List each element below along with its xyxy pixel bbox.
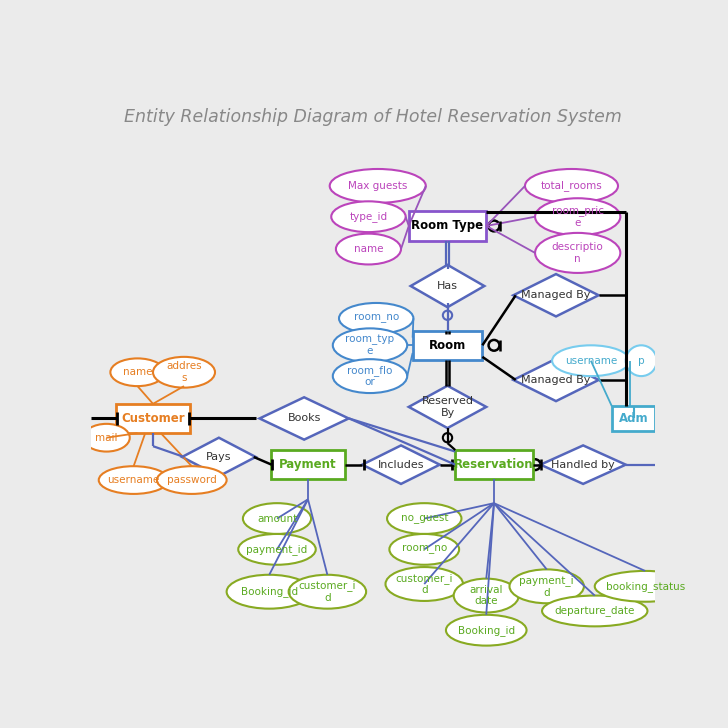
- Text: room_typ
e: room_typ e: [346, 334, 395, 356]
- Ellipse shape: [595, 571, 695, 602]
- Text: Room Type: Room Type: [411, 219, 483, 232]
- Polygon shape: [260, 397, 349, 440]
- Text: amount: amount: [257, 513, 297, 523]
- Text: customer_i
d: customer_i d: [395, 573, 453, 596]
- Text: Has: Has: [437, 281, 458, 291]
- Text: room_no: room_no: [402, 545, 447, 554]
- Text: name: name: [123, 367, 152, 377]
- Ellipse shape: [535, 233, 620, 273]
- FancyBboxPatch shape: [408, 211, 486, 240]
- Ellipse shape: [446, 615, 526, 646]
- Text: payment_i
d: payment_i d: [519, 575, 574, 598]
- Ellipse shape: [552, 345, 630, 376]
- Text: p: p: [638, 356, 644, 365]
- Polygon shape: [411, 265, 484, 307]
- Polygon shape: [408, 386, 486, 428]
- Text: name: name: [354, 244, 383, 254]
- Text: Reservation: Reservation: [454, 458, 534, 471]
- Text: Adm: Adm: [619, 412, 649, 425]
- Ellipse shape: [454, 579, 519, 612]
- Text: addres
s: addres s: [166, 362, 202, 383]
- Text: password: password: [167, 475, 217, 485]
- Ellipse shape: [333, 328, 407, 363]
- Text: Reserved
By: Reserved By: [422, 396, 473, 418]
- Ellipse shape: [510, 569, 584, 604]
- Text: no_guest: no_guest: [400, 513, 448, 523]
- Text: room_pric
e: room_pric e: [552, 205, 604, 228]
- Ellipse shape: [386, 567, 463, 601]
- Polygon shape: [513, 359, 598, 401]
- FancyBboxPatch shape: [116, 404, 190, 433]
- Ellipse shape: [535, 198, 620, 235]
- Text: Booking_id: Booking_id: [458, 625, 515, 636]
- Polygon shape: [513, 274, 598, 317]
- Ellipse shape: [339, 303, 414, 333]
- Ellipse shape: [243, 503, 311, 534]
- Ellipse shape: [333, 359, 407, 393]
- Ellipse shape: [157, 466, 226, 494]
- Text: Entity Relationship Diagram of Hotel Reservation System: Entity Relationship Diagram of Hotel Res…: [124, 108, 622, 126]
- Polygon shape: [182, 438, 256, 476]
- Text: username: username: [108, 475, 159, 485]
- FancyBboxPatch shape: [413, 331, 483, 360]
- Ellipse shape: [153, 357, 215, 388]
- Text: Customer: Customer: [121, 412, 185, 425]
- Text: Pays: Pays: [206, 452, 232, 462]
- Text: total_rooms: total_rooms: [541, 181, 602, 191]
- FancyBboxPatch shape: [612, 406, 654, 431]
- Ellipse shape: [542, 596, 647, 626]
- Ellipse shape: [626, 345, 657, 376]
- Ellipse shape: [288, 575, 366, 609]
- Text: customer_i
d: customer_i d: [298, 580, 356, 603]
- Ellipse shape: [387, 503, 462, 534]
- Ellipse shape: [238, 534, 316, 565]
- Text: payment_id: payment_id: [246, 544, 308, 555]
- Text: Managed By: Managed By: [521, 290, 590, 300]
- Text: descriptio
n: descriptio n: [552, 242, 604, 264]
- Ellipse shape: [83, 424, 130, 451]
- Text: username: username: [565, 356, 617, 365]
- Ellipse shape: [331, 202, 405, 232]
- Ellipse shape: [111, 358, 165, 386]
- Ellipse shape: [525, 169, 618, 203]
- FancyBboxPatch shape: [272, 450, 345, 479]
- Polygon shape: [540, 446, 626, 484]
- Text: Includes: Includes: [378, 459, 424, 470]
- Text: mail: mail: [95, 432, 118, 443]
- Text: Handled by: Handled by: [551, 459, 615, 470]
- Ellipse shape: [389, 534, 459, 565]
- Text: room_no: room_no: [354, 313, 399, 323]
- Text: Booking_id: Booking_id: [241, 586, 298, 597]
- Text: type_id: type_id: [349, 211, 387, 222]
- Text: Books: Books: [288, 414, 321, 424]
- Text: departure_date: departure_date: [555, 606, 635, 617]
- FancyBboxPatch shape: [455, 450, 533, 479]
- Text: Payment: Payment: [279, 458, 337, 471]
- Ellipse shape: [226, 575, 312, 609]
- Polygon shape: [363, 446, 440, 484]
- Text: booking_status: booking_status: [606, 581, 685, 592]
- Ellipse shape: [330, 169, 426, 203]
- Text: Room: Room: [429, 339, 466, 352]
- Ellipse shape: [99, 466, 168, 494]
- Text: room_flo
or: room_flo or: [347, 365, 392, 387]
- Text: arrival
date: arrival date: [470, 585, 503, 606]
- Text: Max guests: Max guests: [348, 181, 408, 191]
- Ellipse shape: [336, 234, 401, 264]
- Text: Managed By: Managed By: [521, 375, 590, 385]
